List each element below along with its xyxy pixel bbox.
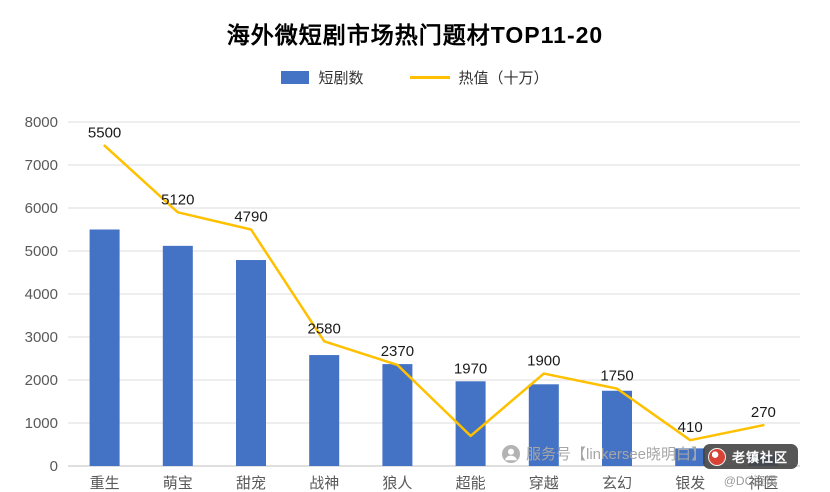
y-tick-label: 6000 [25,200,58,217]
bar [89,229,120,466]
service-account-icon [502,444,520,463]
legend-line-label: 热值（十万） [458,70,549,87]
chart-legend: 短剧数 热值（十万） [0,67,830,88]
y-tick-label: 8000 [25,114,58,131]
category-label: 穿越 [529,475,559,492]
bar-value-label: 4790 [234,209,267,226]
category-label: 玄幻 [602,475,632,492]
badge-label: 老镇社区 [731,450,788,465]
bar-value-label: 5500 [88,125,121,142]
category-label: 甜宠 [236,475,266,492]
bar [528,384,559,466]
bar [455,381,486,466]
watermark-text: 服务号【linkersee晓明白】 [526,446,707,463]
y-tick-label: 3000 [25,329,58,346]
bar-value-label: 410 [678,419,703,436]
category-label: 超能 [456,475,486,492]
y-tick-label: 0 [50,458,58,475]
chart-title: 海外微短剧市场热门题材TOP11-20 [226,22,604,48]
bar-value-label: 2370 [381,343,414,360]
watermark-service-account: 服务号【linkersee晓明白】 [502,443,706,464]
bar-line-chart: 0 1000 2000 3000 4000 5000 6000 7000 8000 重生 萌宝 甜宠 战… [25,114,800,492]
category-label: 重生 [90,475,120,492]
y-tick-label: 5000 [25,243,58,260]
bar-value-label: 5120 [161,191,194,208]
bar [309,355,340,466]
bar [382,364,413,466]
category-label: 狼人 [382,475,412,492]
category-label: 萌宝 [163,475,193,492]
watermark-badge: 老镇社区 @DC资讯 [702,444,798,489]
line-series-swatch-icon [409,76,450,79]
bar [236,260,266,466]
community-logo-icon [707,447,726,466]
bar-value-label: 1900 [527,353,560,370]
bar-series-swatch-icon [281,71,310,84]
bar [602,390,632,466]
legend-item-line: 热值（十万） [409,67,549,88]
bar-value-label: 1970 [454,360,487,377]
category-label: 战神 [309,475,339,492]
category-label: 神医 [748,475,778,492]
bar-value-label: 270 [751,404,776,421]
y-tick-label: 1000 [25,415,58,432]
community-badge: 老镇社区 [702,444,798,469]
category-label: 银发 [675,475,705,492]
y-tick-label: 2000 [25,372,58,389]
legend-bar-label: 短剧数 [318,70,364,87]
bar [162,245,193,466]
y-tick-label: 7000 [25,157,58,174]
bar-value-label: 1750 [600,368,633,385]
bar-value-label: 2580 [308,320,341,337]
y-tick-label: 4000 [25,286,58,303]
bar [675,448,706,466]
legend-item-bars: 短剧数 [281,67,364,88]
badge-subtext: @DC资讯 [723,474,778,488]
line-series [103,144,765,442]
